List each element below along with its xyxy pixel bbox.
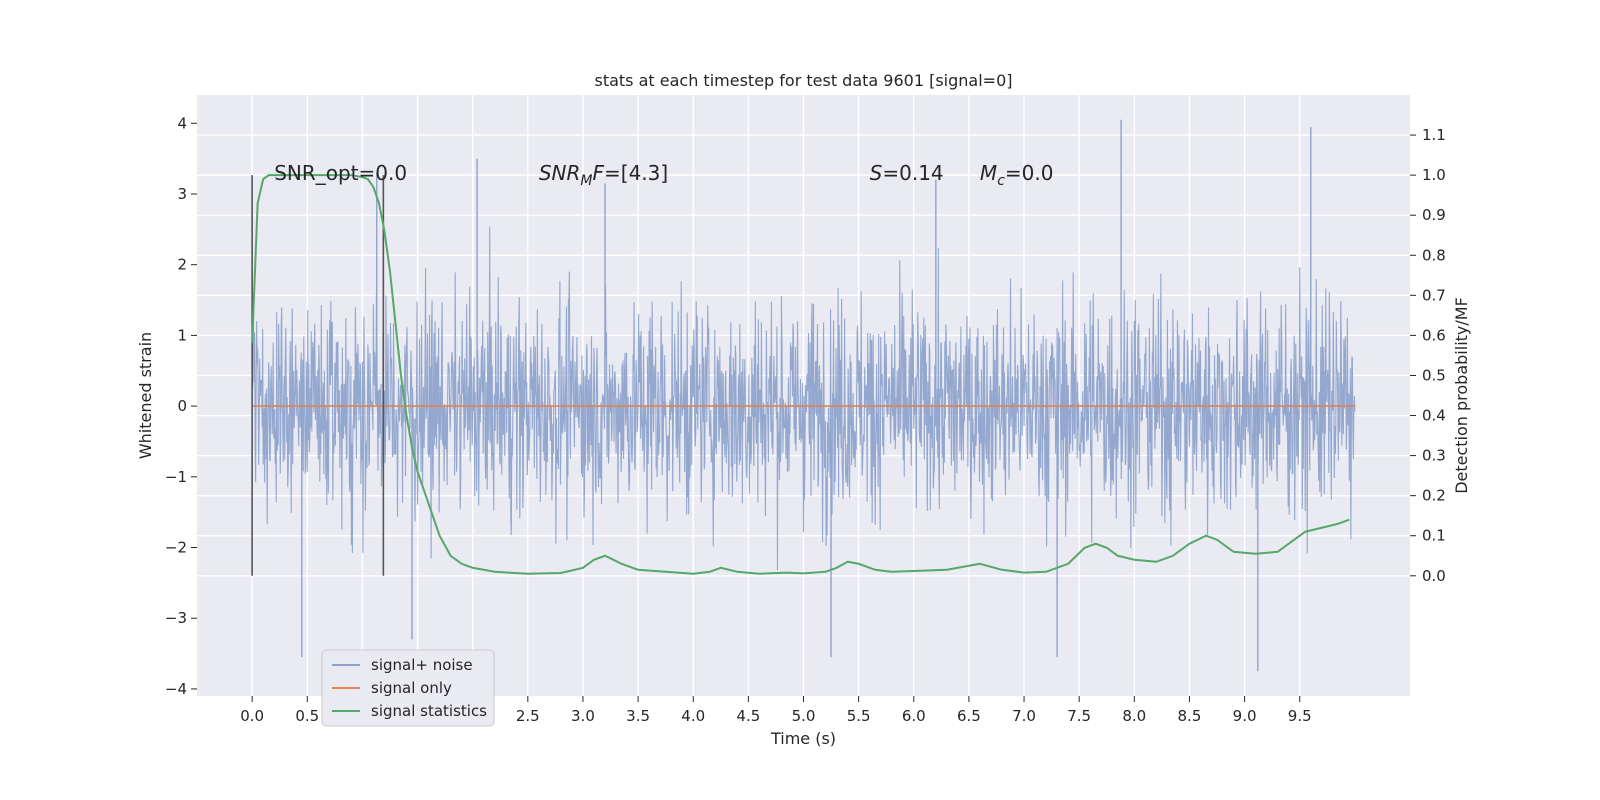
x-tick-label: 3.0: [571, 707, 595, 725]
annotation: SNR_opt=0.0: [274, 161, 407, 185]
signal-statistics-line: [251, 174, 1350, 575]
legend: signal+ noise signal only signal statist…: [321, 649, 495, 727]
legend-label-statistics: signal statistics: [371, 702, 487, 720]
x-tick-label: 9.5: [1288, 707, 1312, 725]
x-tick-label: 4.0: [681, 707, 705, 725]
x-tick-label: 4.5: [736, 707, 760, 725]
line-series: [251, 174, 1355, 576]
x-tick-label: 5.5: [847, 707, 871, 725]
x-tick-label: 8.5: [1178, 707, 1202, 725]
right-tick-label: 1.0: [1422, 166, 1446, 184]
x-tick-label: 2.5: [516, 707, 540, 725]
x-tick-label: 7.5: [1067, 707, 1091, 725]
legend-box: [321, 649, 495, 727]
right-tick-label: 0.2: [1422, 487, 1446, 505]
y-tick-label: 1: [177, 326, 187, 344]
x-tick-label: 5.0: [792, 707, 816, 725]
y-tick-label: 2: [177, 256, 187, 274]
right-tick-label: 0.6: [1422, 326, 1446, 344]
legend-label-noise: signal+ noise: [371, 656, 473, 674]
x-tick-label: 7.0: [1012, 707, 1036, 725]
right-tick-label: 0.4: [1422, 407, 1446, 425]
noise-series: [251, 119, 1356, 672]
right-tick-label: 0.8: [1422, 246, 1446, 264]
x-tick-label: 6.5: [957, 707, 981, 725]
x-tick-label: 8.0: [1122, 707, 1146, 725]
y-axis-title: Whitened strain: [136, 332, 155, 459]
right-tick-label: 0.0: [1422, 567, 1446, 585]
y-tick-label: −1: [165, 468, 187, 486]
right-tick-label: 0.3: [1422, 447, 1446, 465]
right-tick-label: 1.1: [1422, 126, 1446, 144]
y-tick-label: −3: [165, 609, 187, 627]
y-tick-label: 3: [177, 185, 187, 203]
chart-title: stats at each timestep for test data 960…: [594, 71, 1012, 90]
x-axis-title: Time (s): [770, 729, 836, 748]
legend-label-signal: signal only: [371, 679, 452, 697]
right-axis-title: Detection probability/MF: [1452, 297, 1471, 494]
right-tick-label: 0.1: [1422, 527, 1446, 545]
x-tick-label: 3.5: [626, 707, 650, 725]
right-tick-label: 0.9: [1422, 206, 1446, 224]
x-tick-label: 0.0: [240, 707, 264, 725]
y-tick-label: −2: [165, 539, 187, 557]
y-tick-label: 0: [177, 397, 187, 415]
annotation: SNRMF=[4.3]: [539, 161, 668, 189]
x-tick-label: 6.0: [902, 707, 926, 725]
right-tick-label: 0.5: [1422, 366, 1446, 384]
x-tick-label: 9.0: [1233, 707, 1257, 725]
annotation: Mc=0.0: [980, 161, 1054, 189]
annotation: S=0.14: [870, 161, 944, 185]
y-tick-label: −4: [165, 680, 187, 698]
x-tick-label: 0.5: [295, 707, 319, 725]
annotations: SNR_opt=0.0 SNRMF=[4.3] S=0.14 Mc=0.0: [274, 161, 1053, 189]
y-tick-label: 4: [177, 114, 187, 132]
noise-trace: [251, 226, 1356, 570]
right-tick-label: 0.7: [1422, 286, 1446, 304]
